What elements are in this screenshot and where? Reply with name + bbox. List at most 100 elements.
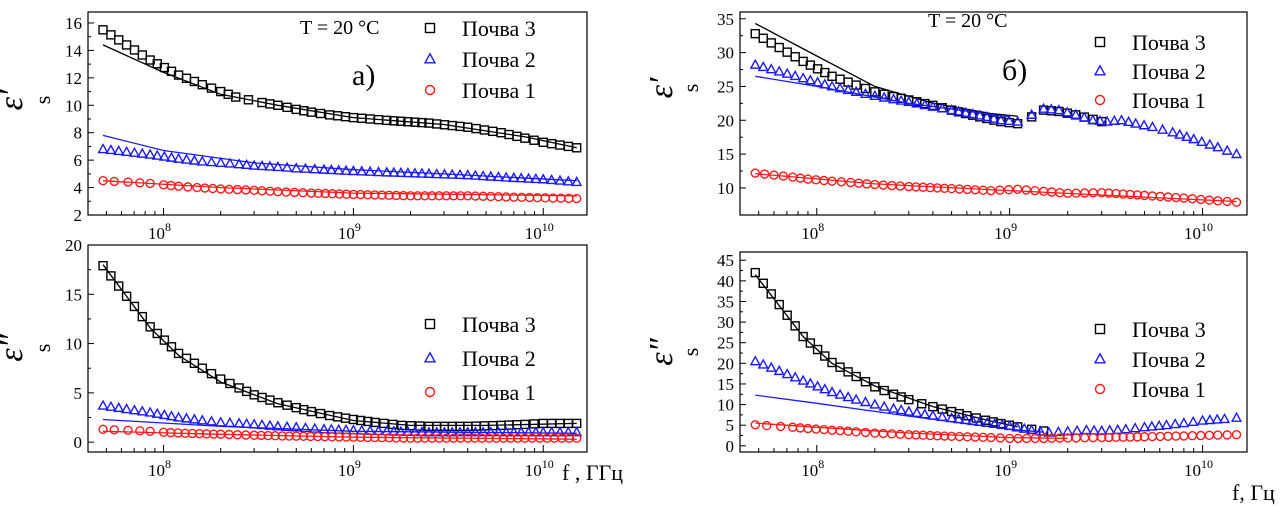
data-point xyxy=(248,159,260,170)
data-point xyxy=(370,432,380,443)
data-point xyxy=(273,186,283,197)
data-point xyxy=(1061,106,1073,117)
y-tick-label: 14 xyxy=(65,41,83,60)
data-point xyxy=(1147,191,1158,201)
data-point xyxy=(887,93,900,104)
data-point xyxy=(789,371,801,382)
data-point xyxy=(750,28,760,39)
data-point xyxy=(188,154,200,165)
panel-label: а) xyxy=(352,59,375,92)
data-point xyxy=(895,181,906,191)
data-point xyxy=(869,398,881,409)
data-point xyxy=(826,80,838,91)
data-point xyxy=(113,144,125,156)
data-point xyxy=(962,411,972,421)
data-point xyxy=(1169,418,1181,429)
data-point xyxy=(165,410,178,421)
data-point xyxy=(1038,186,1049,197)
data-point xyxy=(166,427,176,438)
data-point xyxy=(379,418,389,429)
data-point xyxy=(97,399,109,410)
data-point xyxy=(180,428,190,438)
data-point xyxy=(391,190,401,201)
data-point xyxy=(173,181,184,191)
data-point xyxy=(398,433,409,443)
data-point xyxy=(789,70,801,81)
x-tick-label: 109 xyxy=(994,457,1017,480)
data-point xyxy=(438,426,451,437)
data-point xyxy=(1187,431,1198,441)
data-point xyxy=(121,403,133,414)
data-point xyxy=(1231,197,1242,207)
data-point xyxy=(761,420,772,431)
data-point xyxy=(749,58,761,69)
data-point xyxy=(183,182,193,192)
data-point xyxy=(1115,114,1128,125)
data-point xyxy=(363,416,373,427)
data-point xyxy=(256,430,266,441)
data-point xyxy=(974,109,986,120)
legend-label: Почва 2 xyxy=(1132,59,1206,84)
data-point xyxy=(485,170,497,181)
y-tick-label: 20 xyxy=(717,354,734,373)
data-point xyxy=(384,433,394,443)
y-tick-label: 30 xyxy=(717,313,734,332)
data-point xyxy=(334,432,344,442)
y-tick-label: 6 xyxy=(74,151,83,170)
data-point xyxy=(970,185,980,195)
data-point xyxy=(98,176,108,186)
data-point xyxy=(241,185,251,195)
data-point xyxy=(165,151,178,162)
data-point xyxy=(842,391,854,402)
data-point xyxy=(172,411,185,422)
legend-marker xyxy=(1094,36,1106,48)
data-point xyxy=(522,172,535,183)
legend-marker xyxy=(423,52,437,64)
data-point xyxy=(333,164,345,175)
data-point xyxy=(803,174,813,184)
x-tick-label: 108 xyxy=(801,457,824,480)
data-point xyxy=(1030,185,1040,196)
data-point xyxy=(277,431,287,441)
data-point xyxy=(493,192,504,202)
data-point xyxy=(492,170,505,182)
x-tick-label: 1010 xyxy=(525,220,554,243)
data-point xyxy=(187,428,197,439)
svg-text:ε′: ε′ xyxy=(0,89,30,110)
data-point xyxy=(1101,115,1113,126)
data-point xyxy=(917,399,927,409)
data-point xyxy=(448,191,459,201)
x-tick-label: 108 xyxy=(801,220,824,243)
data-point xyxy=(954,431,965,442)
data-point xyxy=(571,193,582,204)
data-point xyxy=(805,338,816,348)
y-tick-label: 25 xyxy=(717,334,734,353)
x-tick-label: 109 xyxy=(338,220,361,243)
data-point xyxy=(1104,432,1114,443)
data-point xyxy=(904,394,914,405)
data-point xyxy=(996,418,1008,430)
data-point xyxy=(192,182,202,193)
y-tick-label: 35 xyxy=(717,10,734,29)
data-point xyxy=(173,348,184,359)
data-point xyxy=(492,426,505,437)
data-point xyxy=(1147,431,1158,442)
data-point xyxy=(315,108,326,119)
data-point xyxy=(1104,424,1116,435)
data-point xyxy=(298,431,309,442)
data-point xyxy=(462,426,474,437)
legend-marker xyxy=(1094,94,1106,106)
data-point xyxy=(264,419,276,430)
data-point xyxy=(441,433,451,443)
data-point xyxy=(501,192,511,202)
y-tick-label: 10 xyxy=(717,396,734,415)
data-point xyxy=(109,176,119,187)
data-point xyxy=(398,190,409,201)
data-point xyxy=(819,78,831,89)
data-point xyxy=(166,180,176,191)
data-point xyxy=(1052,425,1064,437)
data-point xyxy=(1108,114,1120,126)
data-point xyxy=(1196,135,1208,147)
data-point xyxy=(205,415,218,426)
data-point xyxy=(1155,191,1165,202)
